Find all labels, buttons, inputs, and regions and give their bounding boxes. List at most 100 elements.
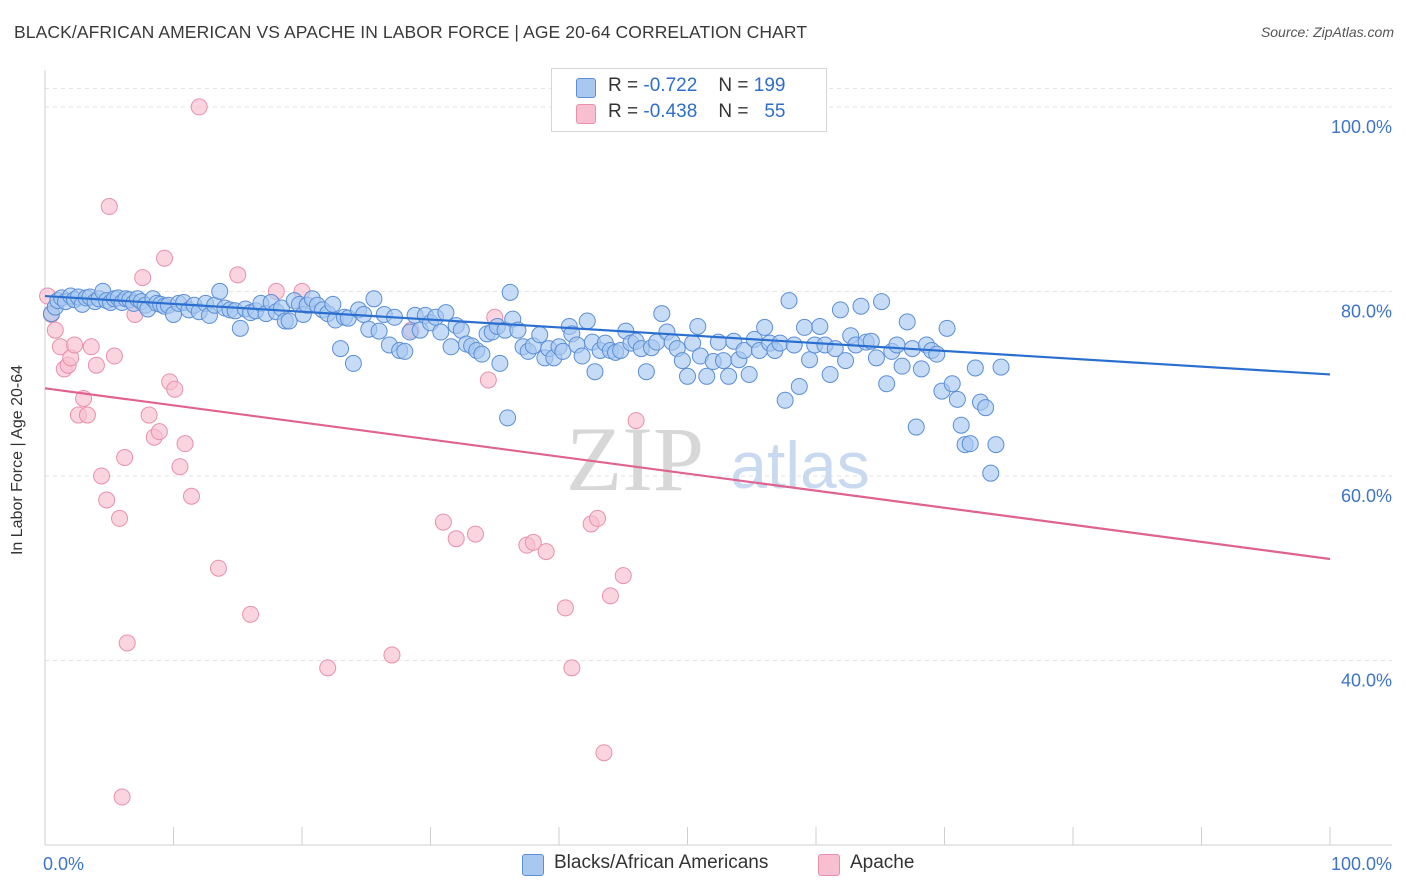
black-point: [698, 367, 716, 385]
watermark-atlas: atlas: [730, 428, 869, 502]
black-point: [473, 345, 491, 363]
black-point: [811, 317, 829, 335]
trend-lines: [44, 294, 1331, 561]
apache-point: [134, 269, 152, 287]
chart-title: BLACK/AFRICAN AMERICAN VS APACHE IN LABO…: [14, 22, 808, 42]
black-point: [898, 313, 916, 331]
apache-point: [595, 744, 613, 762]
black-point: [437, 304, 455, 322]
tick-labels: 40.0% 60.0% 80.0% 100.0% 0.0% 100.0%: [43, 117, 1392, 874]
apache-point: [242, 605, 260, 623]
black-point: [801, 351, 819, 369]
y-tick-label: 60.0%: [1341, 486, 1392, 506]
legend-r-label: R =: [608, 101, 639, 122]
black-point: [831, 301, 849, 319]
x-tick-label: 100.0%: [1331, 854, 1392, 874]
black-point: [653, 305, 671, 323]
apache-point: [98, 491, 116, 509]
apache-point: [447, 530, 465, 548]
apache-point: [319, 659, 337, 677]
apache-point: [113, 788, 131, 806]
black-point: [365, 290, 383, 308]
black-point: [637, 363, 655, 381]
black-point: [332, 340, 350, 358]
y-tick-label: 100.0%: [1331, 117, 1392, 137]
apache-point: [182, 487, 200, 505]
bottom-legend-swatch-blue: [522, 854, 544, 876]
apache-trend-line: [44, 387, 1331, 561]
bottom-legend-label: Apache: [850, 852, 915, 873]
apache-point: [479, 371, 497, 389]
apache-point: [150, 423, 168, 441]
apache-point: [116, 449, 134, 466]
black-point: [992, 358, 1010, 376]
black-point: [948, 390, 966, 408]
legend-swatch-pink: [576, 104, 596, 124]
black-point: [679, 367, 696, 385]
legend-r-value: -0.722: [643, 75, 698, 96]
black-point: [531, 326, 549, 344]
black-point: [893, 357, 911, 375]
apache-point: [563, 659, 581, 677]
black-point: [785, 336, 803, 354]
apache-point: [176, 435, 194, 453]
apache-point: [524, 533, 542, 551]
apache-point: [82, 338, 100, 356]
black-point: [211, 282, 229, 300]
black-point: [231, 319, 249, 337]
black-point: [790, 377, 808, 395]
black-point: [888, 336, 906, 354]
legend-n-value: 199: [753, 75, 786, 96]
apache-point: [46, 321, 64, 339]
apache-point: [166, 380, 184, 398]
apache-point: [140, 406, 158, 424]
black-point: [442, 338, 460, 356]
apache-point: [209, 559, 227, 577]
legend-n-label: N =: [718, 101, 749, 122]
x-tick-label: 0.0%: [43, 854, 84, 874]
black-trend-line: [44, 294, 1331, 376]
legend-r-value: -0.438: [643, 101, 698, 122]
black-point: [952, 416, 970, 434]
bottom-legend-label: Blacks/African Americans: [554, 852, 769, 873]
watermark: ZIP atlas: [566, 408, 870, 510]
black-point: [966, 359, 984, 377]
apache-point: [627, 412, 645, 430]
black-point: [961, 435, 979, 453]
y-tick-label: 80.0%: [1341, 301, 1392, 321]
apache-point: [78, 406, 96, 424]
black-point: [878, 375, 896, 393]
legend-n-label: N =: [718, 75, 749, 96]
black-point: [837, 352, 855, 370]
black-point: [714, 352, 732, 370]
black-point: [720, 367, 738, 385]
black-point: [873, 293, 891, 311]
black-point: [987, 436, 1005, 454]
apache-point: [111, 509, 129, 527]
black-point: [977, 399, 995, 417]
apache-point: [614, 567, 632, 585]
chart-source: Source: ZipAtlas.com: [1260, 24, 1394, 40]
apache-point: [105, 347, 123, 365]
gridlines: [45, 87, 1392, 661]
black-point: [938, 319, 956, 337]
black-point: [821, 365, 839, 383]
y-tick-label: 40.0%: [1341, 670, 1392, 690]
black-point: [795, 318, 813, 336]
black-point: [928, 345, 946, 363]
black-point: [491, 354, 509, 372]
apache-point: [190, 98, 208, 116]
apache-point: [383, 646, 401, 664]
apache-point: [66, 336, 84, 354]
black-point: [432, 323, 450, 341]
black-point: [943, 375, 961, 393]
black-point: [573, 347, 591, 365]
apache-point: [93, 467, 111, 485]
black-point: [756, 318, 774, 336]
apache-point: [156, 249, 174, 267]
black-point: [586, 363, 604, 381]
apache-point: [601, 587, 619, 605]
apache-point: [87, 356, 105, 374]
black-point: [499, 409, 517, 427]
